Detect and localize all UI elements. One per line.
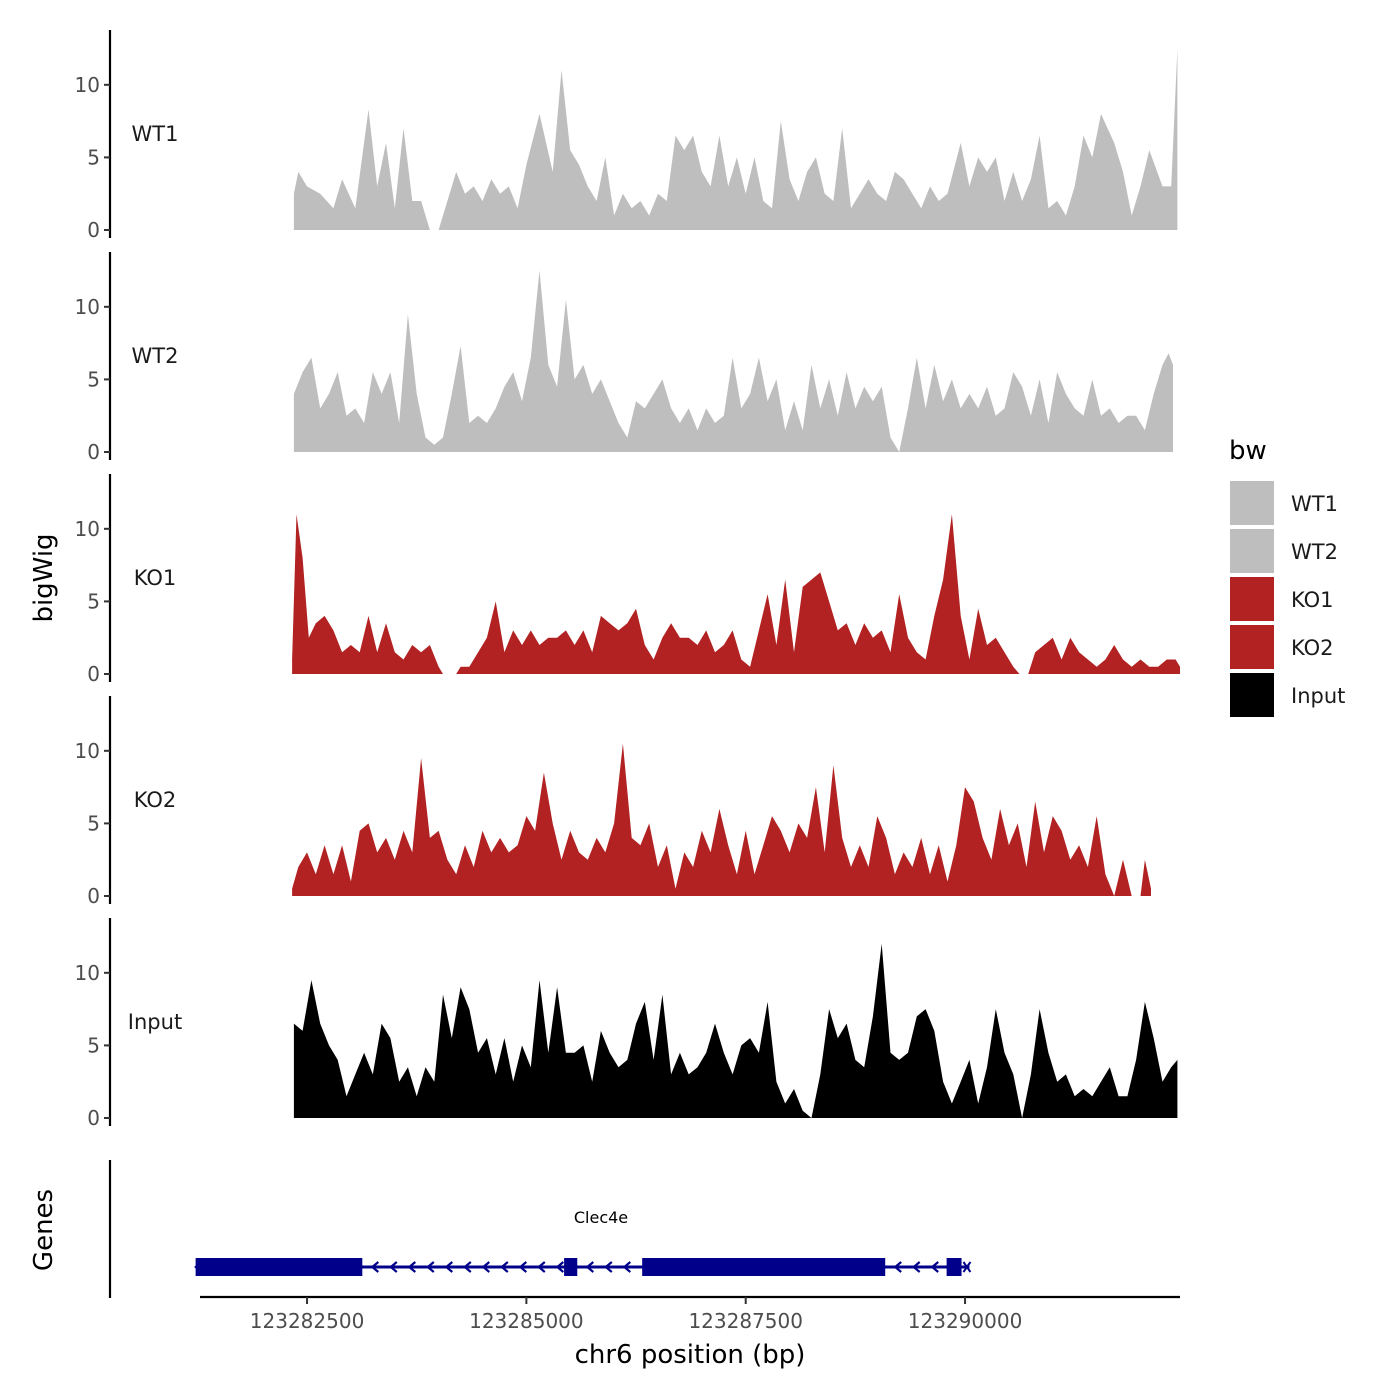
y-tick-label: 5 [87,367,100,391]
signal-area-ko2 [292,743,1152,896]
y-tick-label: 5 [87,589,100,613]
strand-arrow [585,1261,595,1273]
y-tick-label: 10 [75,73,100,97]
strand-arrow [481,1261,491,1273]
y-tick-label: 0 [87,1106,100,1130]
strand-arrow [537,1261,546,1273]
y-tick-label: 5 [87,811,100,835]
strand-arrow [500,1261,509,1273]
exon [946,1258,962,1276]
y-tick-label: 10 [75,739,100,763]
exon [642,1258,886,1276]
legend-key-wt2 [1228,527,1276,575]
track-wt1: 0 5 10 WT1 [75,30,1178,242]
track-wt2: 0 5 10 WT2 [75,252,1173,464]
signal-area-input [293,943,1178,1118]
strand-arrow [370,1261,380,1273]
strand-arrow [604,1261,613,1273]
tracks-layer: 0 5 10 WT1 0 5 10 WT2 0 5 10 KO1 0 5 10 KO2 0 5 10 Input [75,30,1181,1130]
exon [564,1258,578,1276]
track-label: KO1 [134,566,177,590]
gene-clec4e: Clec4e [194,1208,972,1276]
signal-area-ko1 [292,514,1181,674]
x-tick-label: 123282500 [250,1309,365,1333]
genes-axis-title: Genes [29,1189,59,1271]
track-label: KO2 [134,788,177,812]
track-label: WT1 [132,122,179,146]
signal-area-wt2 [293,270,1173,452]
strand-arrow [911,1261,921,1273]
strand-arrow [622,1261,632,1273]
y-tick-label: 0 [87,884,100,908]
y-tick-label: 10 [75,295,100,319]
legend-key-ko2 [1228,623,1276,671]
strand-arrow [555,1261,565,1273]
legend-title: bw [1229,436,1267,466]
x-tick-label: 123287500 [688,1309,803,1333]
exon [195,1258,363,1276]
y-tick-label: 0 [87,218,100,242]
x-axis: 123282500 123285000 123287500 123290000 [200,1295,1180,1333]
legend-label: KO1 [1291,588,1334,612]
track-ko1: 0 5 10 KO1 [75,474,1181,686]
strand-arrow [389,1261,398,1273]
y-tick-label: 10 [75,517,100,541]
legend-key-input [1228,671,1276,719]
track-input: 0 5 10 Input [75,918,1178,1130]
x-axis-title: chr6 position (bp) [575,1340,806,1370]
y-tick-label: 0 [87,662,100,686]
legend-label: WT2 [1291,540,1338,564]
track-label: WT2 [132,344,179,368]
strand-arrow [518,1261,528,1273]
legend-key-ko1 [1228,575,1276,623]
y-tick-label: 5 [87,145,100,169]
strand-arrow [463,1261,472,1273]
x-tick-label: 123285000 [469,1309,584,1333]
legend-key-wt1 [1228,479,1276,527]
gene-label: Clec4e [574,1208,628,1227]
strand-arrow [426,1261,435,1273]
strand-arrow [930,1261,939,1273]
y-tick-label: 0 [87,440,100,464]
signal-area-wt1 [293,48,1178,230]
legend-label: Input [1291,684,1345,708]
strand-arrow [893,1261,902,1273]
x-tick-label: 123290000 [908,1309,1023,1333]
y-tick-label: 10 [75,961,100,985]
track-label: Input [128,1010,182,1034]
strand-arrow [407,1261,417,1273]
legend-label: KO2 [1291,636,1334,660]
y-axis-title: bigWig [29,533,59,622]
track-ko2: 0 5 10 KO2 [75,696,1152,908]
legend: bw WT1 WT2 KO1 KO2 Input [1228,436,1345,719]
genes-layer: Clec4e [108,1160,972,1298]
strand-arrow [444,1261,454,1273]
strand-arrow [962,1261,972,1273]
y-tick-label: 5 [87,1033,100,1057]
legend-label: WT1 [1291,492,1338,516]
